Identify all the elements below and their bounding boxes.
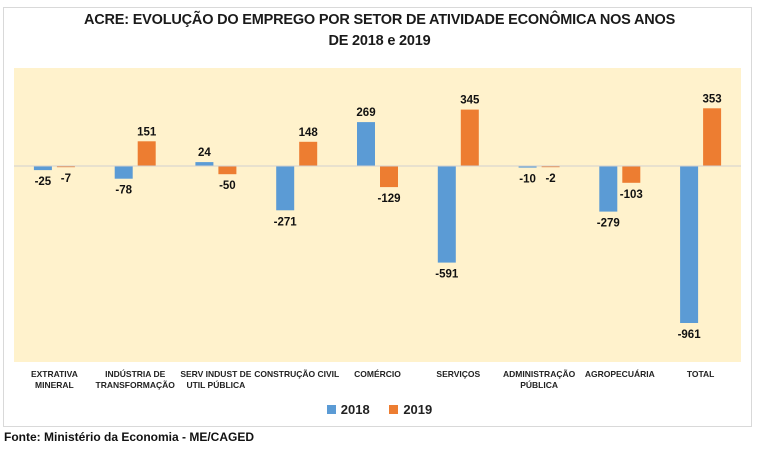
bar-2018-7 (599, 166, 618, 212)
bar-2019-7 (622, 166, 641, 183)
category-label-2-line-0: SERV INDUST DE (180, 369, 251, 379)
category-label-7-line-0: AGROPECUÁRIA (585, 369, 655, 379)
chart-title-line-2: DE 2018 e 2019 (328, 33, 431, 49)
bar-2019-2 (218, 166, 237, 175)
legend-swatch-2018 (326, 405, 336, 414)
source-note: Fonte: Ministério da Economia - ME/CAGED (4, 430, 255, 444)
legend-label-2018: 2018 (340, 402, 370, 417)
bar-2018-0 (33, 166, 52, 171)
data-label-2018-1: -78 (115, 185, 132, 197)
bar-2019-5 (460, 109, 479, 166)
category-label-0-line-1: MINERAL (35, 380, 74, 390)
data-label-2018-5: -591 (435, 269, 459, 281)
legend-item-2018: 2018 (326, 402, 370, 417)
data-label-2019-7: -103 (620, 189, 643, 201)
bar-2019-4 (380, 166, 398, 188)
bar-2019-1 (137, 141, 156, 166)
category-label-6-line-1: PÚBLICA (520, 379, 558, 390)
data-label-2018-8: -961 (678, 329, 702, 341)
bar-2018-8 (680, 166, 699, 323)
data-label-2018-2: 24 (198, 147, 211, 159)
legend-swatch-2019 (389, 405, 399, 414)
legend-item-2019: 2019 (389, 402, 432, 417)
bar-2018-4 (357, 122, 375, 166)
data-label-2018-7: -279 (597, 218, 620, 230)
data-label-2019-6: -2 (545, 173, 555, 185)
category-label-4-line-0: COMÉRCIO (354, 369, 401, 379)
bar-2018-3 (276, 166, 295, 211)
bar-2018-6 (518, 166, 537, 168)
bar-2019-6 (541, 166, 560, 168)
plot-area (14, 68, 741, 362)
bar-2018-2 (195, 162, 214, 166)
bar-2018-5 (437, 166, 456, 263)
data-label-2018-0: -25 (35, 176, 52, 188)
bar-2019-8 (703, 108, 722, 166)
data-label-2019-4: -129 (377, 193, 400, 205)
data-label-2019-2: -50 (219, 180, 236, 192)
category-label-2-line-1: UTIL PÚBLICA (186, 379, 245, 390)
category-label-1-line-1: TRANSFORMAÇÃO (96, 380, 176, 390)
data-label-2019-5: 345 (460, 95, 480, 107)
data-label-2019-8: 353 (703, 93, 722, 105)
legend-label-2019: 2019 (403, 402, 433, 417)
category-label-8-line-0: TOTAL (687, 369, 715, 379)
data-label-2018-3: -271 (274, 216, 298, 228)
chart-title-line-1: ACRE: EVOLUÇÃO DO EMPREGO POR SETOR DE A… (83, 12, 676, 28)
category-label-6-line-0: ADMINISTRAÇÃO (503, 369, 576, 379)
legend: 2018 2019 (0, 402, 759, 417)
data-label-2018-4: 269 (356, 107, 375, 119)
chart-title: ACRE: EVOLUÇÃO DO EMPREGO POR SETOR DE A… (0, 10, 759, 52)
category-label-5-line-0: SERVIÇOS (436, 369, 480, 379)
category-label-3-line-0: CONSTRUÇÃO CIVIL (254, 369, 339, 379)
bar-2018-1 (114, 166, 133, 179)
data-label-2019-1: 151 (137, 126, 157, 138)
bar-2019-0 (56, 166, 75, 168)
category-label-1-line-0: INDÚSTRIA DE (105, 368, 165, 379)
data-label-2019-3: 148 (299, 127, 319, 139)
data-label-2019-0: -7 (61, 173, 71, 185)
data-label-2018-6: -10 (519, 174, 536, 186)
category-label-0-line-0: EXTRATIVA (31, 369, 78, 379)
bar-2019-3 (299, 141, 318, 166)
